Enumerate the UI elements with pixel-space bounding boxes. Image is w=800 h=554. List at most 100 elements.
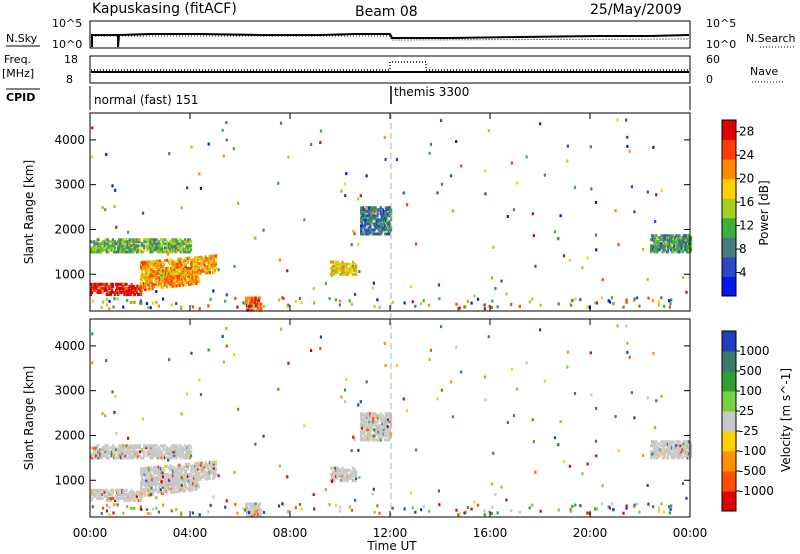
power-echo-cell: [186, 258, 190, 262]
velocity-echo-cell: [355, 470, 358, 474]
velocity-echo-cell: [473, 500, 476, 504]
velocity-echo-cell: [372, 412, 375, 416]
velocity-echo-cell: [360, 412, 363, 416]
velocity-echo-cell: [345, 472, 348, 476]
power-echo-cell: [110, 288, 114, 292]
power-ytick-label: 4000: [54, 133, 85, 147]
velocity-echo-cell: [159, 475, 162, 479]
velocity-echo-cell: [383, 430, 386, 434]
power-echo-cell: [330, 273, 334, 277]
velocity-echo-cell: [395, 364, 399, 368]
velocity-echo-cell: [176, 475, 179, 479]
power-echo-cell: [152, 242, 155, 246]
velocity-echo-cell: [666, 454, 670, 458]
power-echo-cell: [384, 157, 387, 161]
power-echo-cell: [163, 258, 167, 262]
power-echo-cell: [126, 244, 129, 248]
velocity-echo-cell: [94, 494, 97, 498]
power-echo-cell: [386, 218, 389, 222]
velocity-echo-cell: [569, 509, 573, 513]
power-echo-cell: [91, 299, 94, 303]
velocity-echo-cell: [385, 414, 389, 418]
velocity-echo-cell: [670, 444, 673, 448]
power-echo-cell: [146, 246, 149, 250]
power-echo-cell: [128, 246, 131, 250]
velocity-echo-cell: [678, 448, 681, 452]
power-echo-cell: [215, 260, 218, 264]
power-echo-cell: [145, 262, 148, 266]
velocity-echo-cell: [233, 470, 236, 474]
power-echo-cell: [132, 246, 135, 250]
velocity-echo-cell: [182, 467, 185, 471]
power-echo-cell: [143, 272, 146, 276]
power-echo-cell: [672, 234, 675, 238]
velocity-echo-cell: [384, 412, 388, 416]
power-echo-cell: [367, 228, 370, 232]
power-echo-cell: [197, 277, 200, 281]
power-echo-cell: [133, 248, 136, 252]
power-echo-cell: [654, 236, 657, 240]
power-echo-cell: [612, 302, 615, 306]
power-echo-cell: [539, 122, 542, 126]
velocity-echo-cell: [654, 442, 657, 446]
velocity-echo-cell: [254, 442, 257, 446]
power-echo-cell: [131, 238, 134, 242]
power-echo-cell: [286, 269, 289, 273]
velocity-echo-cell: [175, 444, 178, 448]
velocity-echo-cell: [115, 431, 118, 435]
velocity-echo-cell: [353, 438, 356, 442]
velocity-echo-cell: [182, 456, 185, 460]
power-echo-cell: [671, 250, 674, 254]
power-echo-cell: [144, 264, 147, 268]
power-echo-cell: [246, 298, 249, 302]
power-echo-cell: [193, 268, 196, 272]
velocity-echo-cell: [121, 452, 124, 456]
power-echo-cell: [92, 240, 95, 244]
power-echo-cell: [113, 292, 117, 296]
velocity-echo-cell: [160, 450, 164, 454]
power-echo-cell: [348, 299, 351, 303]
velocity-echo-cell: [92, 446, 95, 450]
velocity-echo-cell: [170, 464, 173, 468]
power-echo-cell: [484, 169, 487, 173]
power-colorbar-tick-label: 12: [739, 219, 754, 233]
power-echo-cell: [136, 244, 140, 248]
velocity-echo-cell: [364, 434, 367, 438]
velocity-echo-cell: [249, 506, 252, 510]
power-echo-cell: [171, 272, 174, 276]
power-echo-cell: [184, 271, 187, 275]
velocity-echo-cell: [414, 448, 418, 452]
power-echo-cell: [387, 220, 391, 224]
power-echo-cell: [335, 264, 338, 268]
power-echo-cell: [225, 138, 228, 142]
power-echo-cell: [100, 282, 103, 286]
power-echo-cell: [134, 240, 137, 244]
power-echo-cell: [122, 242, 125, 246]
velocity-echo-cell: [212, 460, 216, 464]
velocity-echo-cell: [120, 450, 123, 454]
velocity-echo-cell: [114, 394, 117, 398]
velocity-echo-cell: [690, 454, 693, 458]
power-echo-cell: [167, 250, 170, 254]
power-echo-cell: [246, 300, 249, 304]
velocity-echo-cell: [140, 486, 143, 490]
velocity-echo-cell: [350, 474, 354, 478]
power-echo-cell: [166, 244, 169, 248]
velocity-colorbar-swatch: [722, 371, 736, 392]
velocity-echo-cell: [101, 506, 105, 510]
velocity-echo-cell: [112, 450, 116, 454]
power-echo-cell: [343, 270, 346, 274]
power-colorbar-label: Power [dB]: [757, 180, 771, 245]
velocity-echo-cell: [157, 510, 160, 514]
power-echo-cell: [225, 293, 228, 297]
velocity-echo-cell: [158, 477, 161, 481]
power-echo-cell: [115, 225, 118, 229]
velocity-echo-cell: [338, 505, 342, 509]
velocity-echo-cell: [658, 442, 661, 446]
power-echo-cell: [374, 208, 377, 212]
velocity-echo-cell: [277, 504, 281, 508]
velocity-echo-cell: [90, 498, 93, 502]
power-echo-cell: [141, 269, 144, 273]
velocity-echo-cell: [403, 507, 406, 511]
velocity-echo-cell: [557, 443, 560, 447]
